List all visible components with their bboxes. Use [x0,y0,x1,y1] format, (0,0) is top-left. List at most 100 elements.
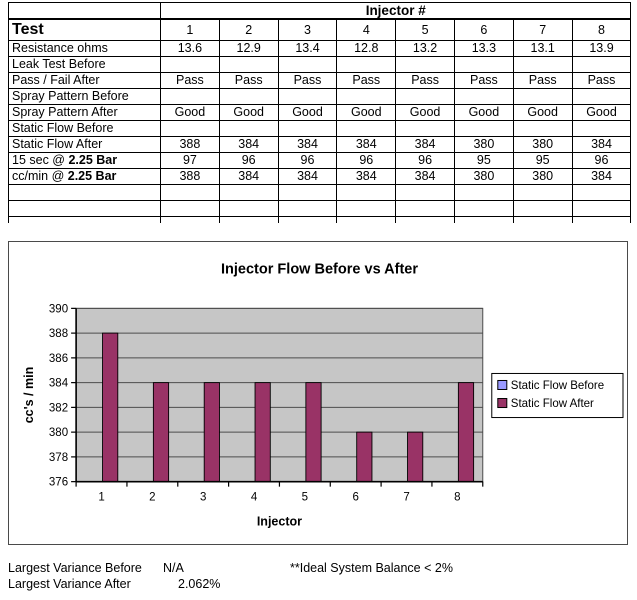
x-axis-title: Injector [257,515,302,529]
table-row [8,183,632,201]
table-cell: 384 [277,167,338,185]
table-cell [512,55,573,73]
table-cell [336,55,397,73]
bar [254,382,271,483]
table-cell [571,215,632,223]
table-cell: 7 [512,18,573,41]
table-cell: 95 [512,151,573,169]
table-cell: 5 [395,18,455,41]
table-cell [277,215,338,223]
table-cell [160,199,220,217]
table-header-row: Injector # [8,2,632,20]
table-cell [336,199,397,217]
table-cell [336,183,397,201]
table-cell: Good [512,103,573,121]
table-cell [571,199,632,217]
y-tick-label: 386 [49,353,68,365]
table-row: Leak Test Before [8,55,632,73]
table-cell: Pass [336,71,397,89]
table-cell [277,55,338,73]
row-label: Static Flow After [8,135,161,153]
table-cell: 13.4 [277,39,338,57]
table-row [8,199,632,217]
bar [152,382,170,483]
table-cell [453,183,514,201]
table-cell: 384 [336,135,397,153]
variance-before-label: Largest Variance Before [8,561,142,575]
row-label-bold-part: 2.25 Bar [67,169,117,183]
bar [457,382,475,483]
row-label: Resistance ohms [8,39,161,57]
table-cell: Pass [512,71,573,89]
table-cell: Good [160,103,220,121]
table-cell: Pass [395,71,455,89]
table-cell [571,183,632,201]
x-tick-label: 3 [200,492,206,504]
bar [305,382,322,483]
table-cell [218,87,279,105]
x-tick-label: 1 [98,492,104,504]
x-tick-label: 4 [251,492,258,504]
row-label: Static Flow Before [8,119,161,137]
table-cell [277,199,338,217]
row-label: Spray Pattern After [8,103,161,121]
table-cell [277,183,338,201]
table-cell: 13.9 [571,39,632,57]
table-cell [512,87,573,105]
table-cell [453,215,514,223]
variance-after-value: 2.062% [178,577,221,591]
table-cell: Pass [160,71,220,89]
legend-marker [497,379,508,390]
table-cell [571,55,632,73]
table-cell: 96 [277,151,338,169]
y-tick-label: 378 [49,452,68,464]
bar [407,431,424,483]
table-cell [395,55,455,73]
report-table-body: Injector # Test 1 2 3 4 5 6 7 8 Resistance ohms 13… [8,2,632,223]
table-cell: Pass [277,71,338,89]
table-cell: 13.6 [160,39,220,57]
row-label: Spray Pattern Before [8,87,161,105]
table-cell: 384 [395,167,455,185]
table-cell: 12.9 [218,39,279,57]
table-cell: 4 [336,18,397,41]
table-row: Resistance ohms 13.6 12.9 13.4 12.8 13.2 13.3 1… [8,39,632,57]
table-cell: Good [277,103,338,121]
table-cell [277,119,338,137]
x-tick-label: 6 [352,492,358,504]
table-cell: Pass [571,71,632,89]
table-cell: 12.8 [336,39,397,57]
table-cell [512,199,573,217]
table-cell [218,119,279,137]
table-cell: 6 [453,18,514,41]
table-cell: 96 [336,151,397,169]
bar [102,332,119,483]
table-cell: 384 [571,167,632,185]
table-cell [160,55,220,73]
table-cell: 8 [571,18,632,41]
table-cell [218,183,279,201]
chart-title: Injector Flow Before vs After [221,261,418,277]
table-cell: 384 [571,135,632,153]
table-cell [336,119,397,137]
table-cell [336,87,397,105]
table-cell: 95 [453,151,514,169]
table-cell: Pass [218,71,279,89]
row-label-bold-part: 2.25 Bar [68,153,118,167]
table-cell: Good [336,103,397,121]
table-row: Static Flow Before [8,119,632,137]
table-cell: 96 [218,151,279,169]
table-cell [395,215,455,223]
injector-header-cell: Injector # [159,2,632,20]
table-cell: 1 [160,18,220,41]
table-cell [395,199,455,217]
table-cell: 384 [395,135,455,153]
table-cell: 384 [336,167,397,185]
table-cell: 96 [395,151,455,169]
table-row: Spray Pattern Before [8,87,632,105]
y-tick-label: 384 [49,378,69,390]
row-label: 15 sec @ 2.25 Bar [8,151,161,169]
table-cell: 380 [453,167,514,185]
table-row: Static Flow After 388 384 384 384 384 380 380 38… [8,135,632,153]
